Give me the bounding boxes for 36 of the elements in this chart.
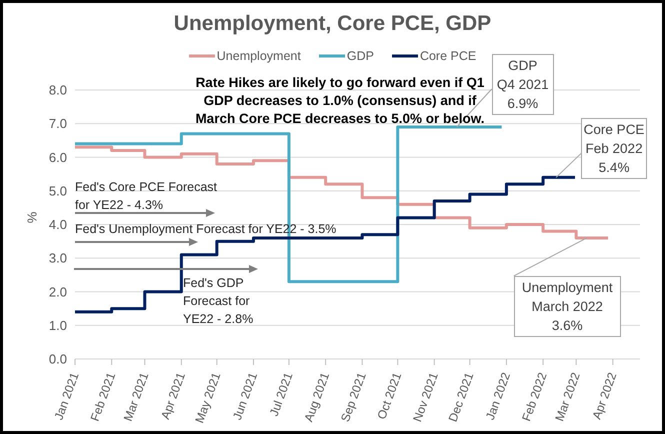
y-tick-label: 0.0 (48, 352, 67, 367)
y-tick-label: 5.0 (48, 183, 67, 198)
legend-label: Core PCE (418, 49, 476, 63)
chart-title: Unemployment, Core PCE, GDP (172, 12, 492, 36)
y-tick-label: 2.0 (48, 284, 67, 300)
annotation: GDP Q4 2021 6.9% (492, 54, 554, 115)
x-tick-label: Aug 2021 (301, 370, 332, 424)
y-tick-label: 6.0 (48, 150, 67, 165)
legend-label: Unemployment (216, 49, 301, 63)
annotation: Fed's GDP Forecast for YE22 - 2.8% (183, 275, 254, 328)
annotation: Unemployment March 2022 3.6% (514, 276, 621, 337)
x-tick-label: May 2021 (192, 370, 224, 425)
x-tick-label: Nov 2021 (410, 370, 442, 424)
x-tick-label: Mar 2022 (552, 370, 583, 424)
x-tick-label: Dec 2021 (446, 370, 476, 424)
x-tick-label: Jun 2021 (230, 370, 260, 422)
y-tick-label: 1.0 (48, 318, 67, 333)
y-tick-label: 8.0 (48, 82, 67, 98)
x-tick-label: Feb 2022 (519, 370, 550, 424)
x-tick-label: Mar 2021 (120, 370, 152, 424)
annotation: Fed's Core PCE Forecast for YE22 - 4.3% (75, 179, 218, 214)
x-tick-label: Oct 2021 (374, 370, 404, 422)
annotation: Rate Hikes are likely to go forward even if Q1 GDP decreases to 1.0% (consensus) and if March Core PCE decreases to 5.0% or below. (194, 74, 486, 128)
legend-label: GDP (346, 49, 374, 63)
x-tick-label: Jul 2021 (266, 370, 296, 418)
y-tick-label: 7.0 (48, 116, 67, 132)
x-tick-label: Jan 2021 (52, 370, 82, 422)
annotation: Core PCE Feb 2022 5.4% (581, 118, 648, 180)
x-tick-label: Apr 2021 (158, 370, 188, 422)
y-tick-label: 3.0 (48, 250, 67, 266)
y-tick-label: 4.0 (48, 217, 67, 232)
x-tick-label: Jan 2022 (482, 370, 514, 422)
x-tick-label: Apr 2022 (590, 370, 620, 422)
y-axis-title: % (24, 212, 40, 224)
x-tick-label: Feb 2021 (88, 370, 118, 424)
x-tick-label: Sep 2021 (338, 370, 369, 424)
